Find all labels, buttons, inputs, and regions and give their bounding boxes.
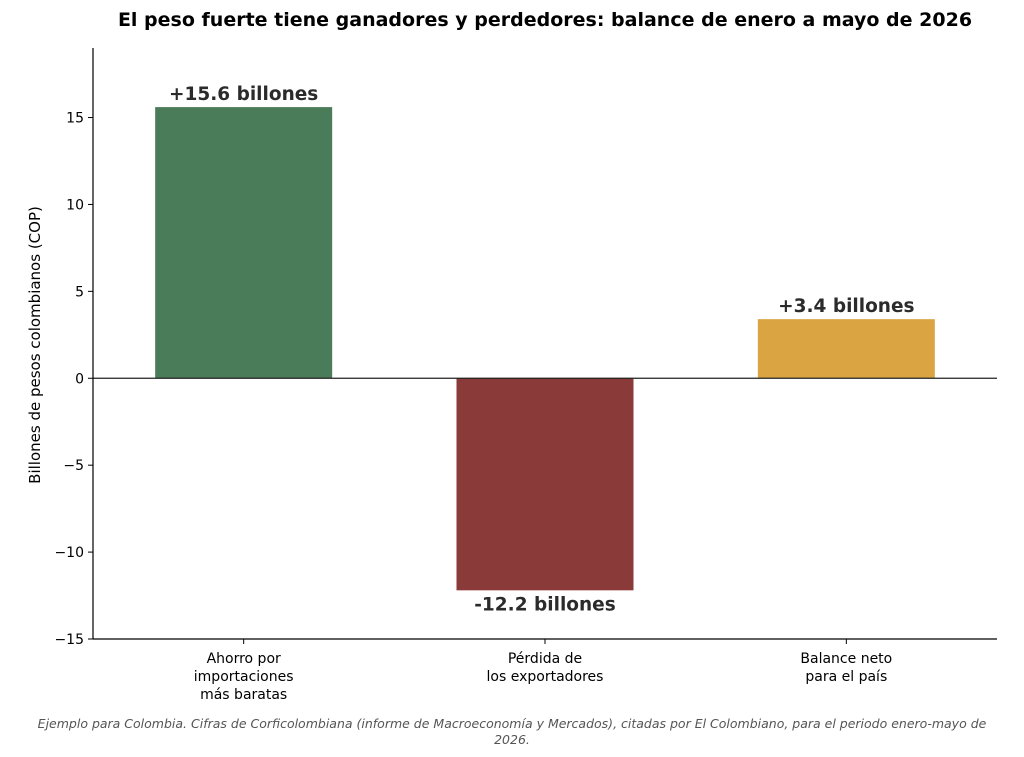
y-tick-label-1: 15: [66, 111, 84, 127]
bar-2: [456, 378, 634, 591]
y-tick-label-2: 10: [66, 197, 84, 213]
y-tick-label-3: 5: [75, 284, 84, 300]
data-label-3: +3.4 billones: [778, 296, 914, 317]
plot-area: +15.6 billones Ahorro por importaciones más…: [54, 48, 997, 703]
x-tick-label-2-line-2: los exportadores: [487, 669, 604, 685]
y-tick-label-7: −15: [54, 632, 84, 648]
data-label-1: +15.6 billones: [169, 84, 318, 105]
caption-line-1: Ejemplo para Colombia. Cifras de Corfico…: [38, 716, 987, 731]
x-tick-label-1-line-2: importaciones: [194, 669, 294, 685]
y-axis-label: Billones de pesos colombianos (COP): [26, 206, 44, 484]
y-tick-label-6: −10: [54, 545, 84, 561]
x-tick-label-2-line-1: Pérdida de: [508, 651, 582, 667]
caption-line-2: 2026.: [494, 732, 530, 747]
x-tick-label-1-line-3: más baratas: [200, 687, 287, 703]
y-tick-label-4: 0: [75, 371, 84, 387]
bar-1: [155, 107, 333, 379]
data-label-2: -12.2 billones: [474, 594, 615, 615]
x-tick-label-3-line-1: Balance neto: [800, 651, 892, 667]
bar-3: [757, 319, 935, 379]
chart-title: El peso fuerte tiene ganadores y perdedo…: [118, 9, 972, 31]
x-tick-label-1-line-1: Ahorro por: [207, 651, 281, 667]
x-tick-label-3-line-2: para el país: [805, 669, 887, 685]
y-tick-label-5: −5: [63, 458, 84, 474]
